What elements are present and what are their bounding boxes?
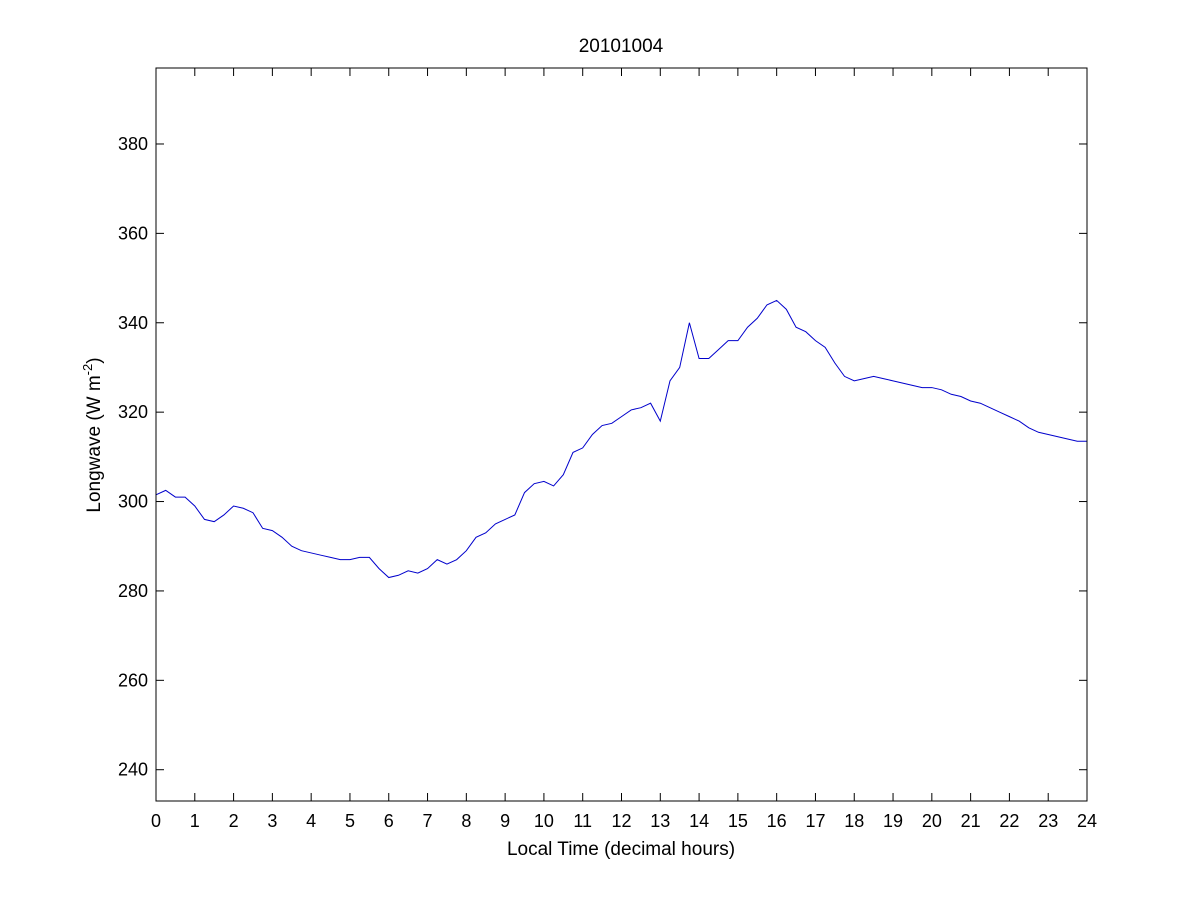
x-tick-label: 18 <box>844 811 864 831</box>
series-line <box>155 299 1087 579</box>
y-tick-label: 380 <box>118 134 148 154</box>
x-tick-label: 12 <box>611 811 631 831</box>
x-tick-label: 17 <box>805 811 825 831</box>
y-axis-label: Longwave (W m-2) <box>80 357 105 512</box>
x-tick-label: 13 <box>650 811 670 831</box>
y-tick-label: 360 <box>118 223 148 243</box>
x-tick-label: 23 <box>1038 811 1058 831</box>
y-tick-label: 340 <box>118 313 148 333</box>
y-axis: 240 260 280 300 320 340 360 380 <box>118 134 1087 780</box>
x-axis: 0 1 2 3 4 5 6 7 8 9 10 11 12 13 14 15 16 17 18 19 20 21 22 23 24 <box>151 68 1097 831</box>
x-tick-label: 20 <box>922 811 942 831</box>
y-tick-label: 300 <box>118 492 148 512</box>
x-tick-label: 6 <box>384 811 394 831</box>
x-tick-label: 8 <box>461 811 471 831</box>
chart-title: 20101004 <box>579 36 664 57</box>
x-tick-label: 24 <box>1077 811 1097 831</box>
x-tick-label: 14 <box>689 811 709 831</box>
x-tick-label: 16 <box>767 811 787 831</box>
y-axis-label-superscript: -2 <box>80 364 95 376</box>
x-tick-label: 5 <box>345 811 355 831</box>
y-tick-label: 240 <box>118 760 148 780</box>
x-tick-label: 22 <box>999 811 1019 831</box>
x-tick-label: 7 <box>423 811 433 831</box>
x-tick-label: 21 <box>961 811 981 831</box>
y-tick-label: 280 <box>118 581 148 601</box>
x-tick-label: 15 <box>728 811 748 831</box>
x-tick-label: 3 <box>267 811 277 831</box>
x-tick-label: 10 <box>534 811 554 831</box>
x-tick-label: 11 <box>573 811 592 831</box>
y-axis-label-suffix: ) <box>84 357 105 363</box>
x-tick-label: 4 <box>306 811 316 831</box>
x-tick-label: 9 <box>500 811 510 831</box>
x-tick-label: 2 <box>229 811 239 831</box>
x-tick-label: 19 <box>883 811 903 831</box>
y-tick-label: 320 <box>118 402 148 422</box>
x-tick-label: 1 <box>190 811 200 831</box>
y-axis-label-base: Longwave (W m <box>84 375 105 512</box>
y-tick-label: 260 <box>118 670 148 690</box>
x-axis-label: Local Time (decimal hours) <box>507 839 735 860</box>
x-tick-label: 0 <box>151 811 161 831</box>
